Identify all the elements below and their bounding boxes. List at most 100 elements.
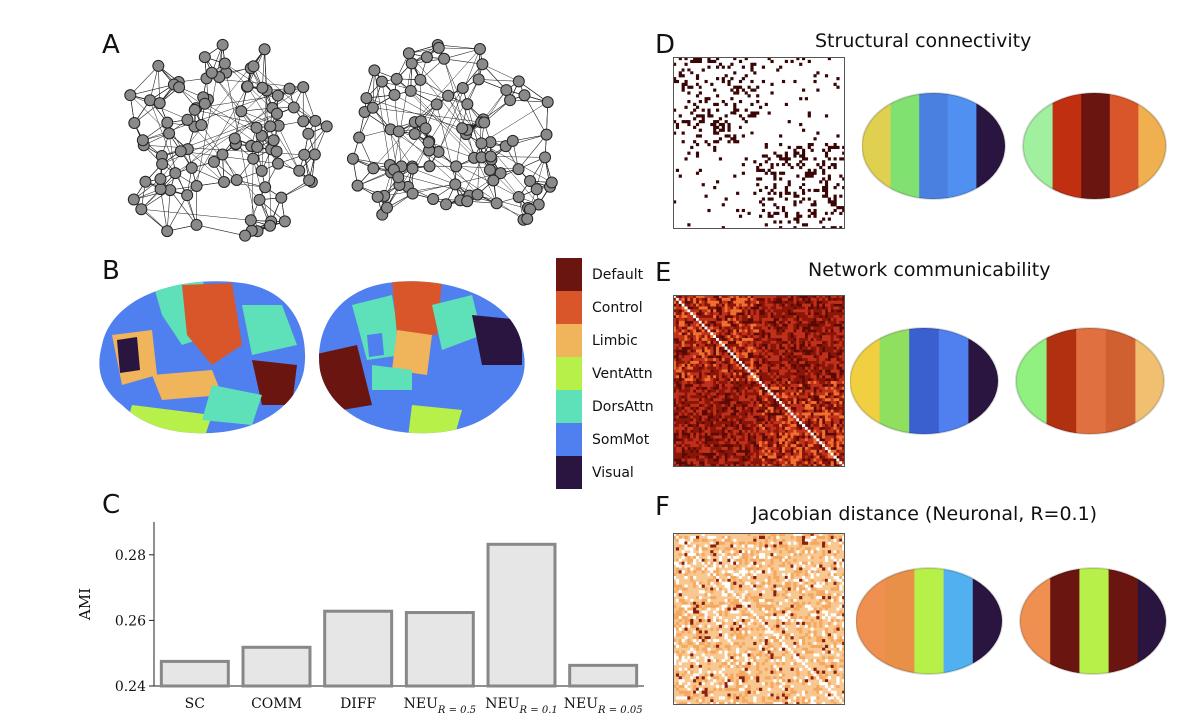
matrix-frame xyxy=(673,295,845,467)
graph-node xyxy=(320,120,333,133)
brain-pair-jacobian xyxy=(856,567,1167,675)
graph-node xyxy=(432,41,445,54)
graph-node xyxy=(272,157,285,170)
graph-node xyxy=(264,120,277,133)
graph-node xyxy=(402,47,415,60)
network-graph-right xyxy=(346,38,558,226)
graph-node xyxy=(380,201,393,214)
legend-label: Limbic xyxy=(592,332,638,349)
graph-node xyxy=(367,162,380,175)
graph-node xyxy=(512,75,525,88)
x-tick-label: SC xyxy=(185,696,205,712)
graph-node xyxy=(461,195,474,208)
brain-hemisphere xyxy=(850,327,999,435)
graph-node xyxy=(127,193,140,206)
y-axis-label: AMI xyxy=(76,588,94,621)
graph-node xyxy=(456,81,469,94)
graph-node xyxy=(438,52,451,65)
graph-node xyxy=(198,97,211,110)
legend-item: Limbic xyxy=(556,324,654,357)
title-structural-connectivity: Structural connectivity xyxy=(815,30,1032,52)
graph-node xyxy=(521,212,534,225)
graph-node xyxy=(483,163,496,176)
graph-node xyxy=(181,189,194,202)
graph-node xyxy=(253,193,266,206)
graph-node xyxy=(375,75,388,88)
graph-node xyxy=(244,214,257,227)
graph-node xyxy=(500,84,513,97)
graph-node xyxy=(512,190,525,203)
graph-node xyxy=(353,131,366,144)
graph-node xyxy=(471,188,484,201)
graph-node xyxy=(512,163,525,176)
graph-node xyxy=(490,197,503,210)
graph-node xyxy=(241,80,254,93)
graph-node xyxy=(230,173,243,186)
graph-node xyxy=(506,134,519,147)
graph-node xyxy=(392,125,405,138)
graph-node xyxy=(456,122,469,135)
legend-swatch xyxy=(556,357,582,390)
legend-item: Control xyxy=(556,291,654,324)
graph-node xyxy=(278,215,291,228)
legend-label: VentAttn xyxy=(592,365,653,382)
legend-swatch xyxy=(556,291,582,324)
graph-node xyxy=(207,155,220,168)
graph-node xyxy=(259,181,272,194)
graph-node xyxy=(216,148,229,161)
bar xyxy=(404,611,475,688)
graph-node xyxy=(430,98,443,111)
graph-node xyxy=(156,157,169,170)
graph-node xyxy=(297,81,310,94)
graph-node xyxy=(404,84,417,97)
graph-node xyxy=(258,43,271,56)
bar xyxy=(159,659,230,688)
graph-node xyxy=(392,171,405,184)
graph-node xyxy=(450,160,463,173)
graph-node xyxy=(539,151,552,164)
panel-letter-d: D xyxy=(655,30,676,60)
graph-node xyxy=(255,164,268,177)
title-network-communicability: Network communicability xyxy=(808,259,1051,281)
graph-node xyxy=(388,88,401,101)
graph-node xyxy=(174,145,187,158)
graph-node xyxy=(228,132,241,145)
legend-swatch xyxy=(556,390,582,423)
graph-node xyxy=(190,218,203,231)
graph-node xyxy=(271,107,284,120)
graph-node xyxy=(494,167,507,180)
graph-node xyxy=(256,81,269,94)
graph-node xyxy=(473,43,486,56)
graph-node xyxy=(427,192,440,205)
legend-item: SomMot xyxy=(556,423,654,456)
graph-node xyxy=(283,82,296,95)
legend-item: Default xyxy=(556,258,654,291)
graph-node xyxy=(371,190,384,203)
graph-node xyxy=(309,114,322,127)
graph-node xyxy=(487,174,500,187)
graph-node xyxy=(270,145,283,158)
x-tick-label: DIFF xyxy=(340,696,376,712)
graph-node xyxy=(235,105,248,118)
graph-node xyxy=(302,127,315,140)
legend-label: Default xyxy=(592,266,644,283)
graph-node xyxy=(440,198,453,211)
panel-letter-e: E xyxy=(655,258,672,288)
graph-node xyxy=(524,175,537,188)
graph-node xyxy=(360,92,373,105)
graph-node xyxy=(239,229,252,242)
brain-hemisphere xyxy=(862,92,1006,200)
graph-node xyxy=(267,134,280,147)
panel-letter-b: B xyxy=(102,256,120,286)
legend-label: DorsAttn xyxy=(592,398,654,415)
x-tick-label: NEUR = 0.5 xyxy=(404,696,476,716)
graph-node xyxy=(181,113,194,126)
brain-pair-communicability xyxy=(850,327,1165,435)
graph-node xyxy=(461,98,474,111)
graph-node xyxy=(518,89,531,102)
matrix-frame xyxy=(673,533,845,705)
graph-node xyxy=(139,175,152,188)
bar xyxy=(323,609,394,688)
jacobian-distance-matrix xyxy=(673,533,845,705)
graph-node xyxy=(422,136,435,149)
